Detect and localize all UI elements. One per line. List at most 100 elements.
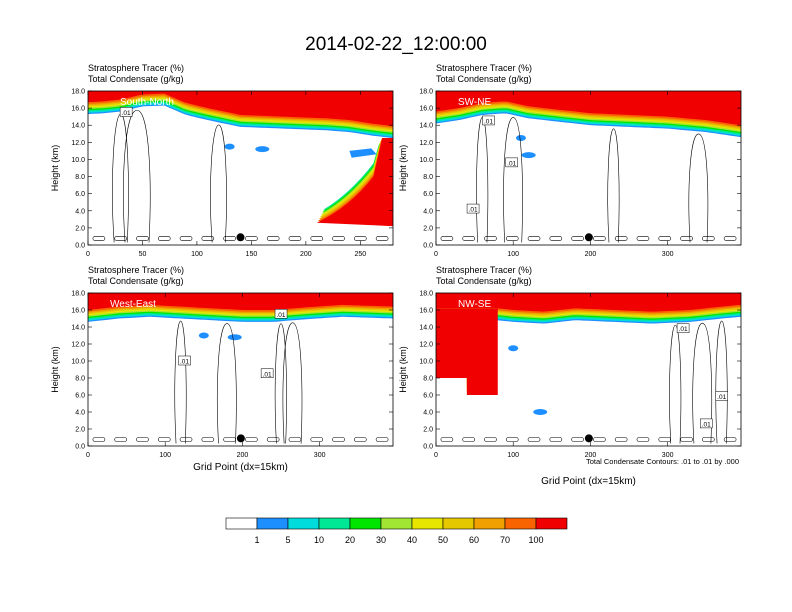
- low-cloud-contour: [288, 437, 302, 442]
- contour-label-text: .01: [702, 421, 711, 428]
- x-tick-label: 100: [191, 251, 203, 258]
- panel-header-line2: Total Condensate (g/kg): [436, 276, 532, 286]
- contour-label-text: .01: [122, 110, 131, 117]
- low-cloud-contour: [245, 437, 258, 442]
- tracer-field: .01 .01 .01: [88, 293, 393, 446]
- low-cloud-contour: [157, 236, 171, 241]
- contour-footnote: Total Condensate Contours: .01 to .01 by…: [586, 457, 739, 466]
- y-tick-label: 12.0: [419, 342, 433, 349]
- low-cloud-contour: [136, 236, 149, 241]
- contour-label: .01: [274, 309, 288, 319]
- low-cloud-contour: [723, 437, 737, 442]
- low-cloud-contour: [332, 437, 345, 442]
- contour-label-text: .01: [507, 160, 516, 167]
- plot-frame: [87, 90, 394, 246]
- contour-label: .01: [178, 355, 191, 366]
- colorbar-tick-label: 60: [469, 535, 479, 545]
- tracer-patch: [255, 146, 270, 153]
- low-cloud-contour: [375, 437, 389, 442]
- contour-label-text: .01: [717, 394, 726, 401]
- colorbar: 1 5 10 20 30 40 50 60 70 100: [225, 517, 568, 545]
- low-cloud-contour: [505, 236, 519, 241]
- colorbar-swatch: [349, 517, 382, 530]
- low-cloud-contour: [571, 437, 584, 442]
- contour-label-text: .01: [263, 371, 272, 378]
- location-marker: [236, 233, 245, 242]
- tracer-patch: [521, 152, 536, 159]
- x-tick-label: 200: [237, 452, 249, 459]
- panel-4: Stratosphere Tracer (%)Total Condensate …: [398, 265, 742, 487]
- low-cloud-contour: [549, 437, 563, 442]
- low-cloud-contour: [593, 236, 606, 241]
- colorbar-tick-label: 20: [345, 535, 355, 545]
- plot-frame: [435, 292, 742, 447]
- x-tick-label: 300: [314, 452, 326, 459]
- low-cloud-contour: [658, 437, 672, 442]
- colorbar-swatch: [535, 517, 568, 530]
- location-marker: [584, 434, 593, 443]
- low-cloud-contour: [636, 437, 650, 442]
- low-cloud-contour: [92, 236, 106, 241]
- low-cloud-contour: [310, 437, 324, 442]
- y-tick-label: 14.0: [419, 325, 433, 332]
- low-cloud-contour: [223, 236, 236, 241]
- colorbar-swatch: [504, 517, 537, 530]
- condensate-contours: [440, 320, 737, 444]
- panel-label: South-North: [120, 97, 174, 108]
- y-tick-label: 8.0: [423, 174, 433, 181]
- x-tick-label: 300: [662, 452, 674, 459]
- low-cloud-contour: [702, 236, 715, 241]
- plot-frame: [435, 90, 742, 246]
- tracer-field: .01 .01 .01: [436, 91, 741, 245]
- low-cloud-contour: [527, 437, 541, 442]
- contour-label: .01: [505, 157, 518, 167]
- y-tick-label: 10.0: [71, 157, 85, 164]
- y-tick-label: 4.0: [75, 208, 85, 215]
- low-cloud-contour: [201, 236, 215, 241]
- low-cloud-contour: [571, 236, 584, 241]
- y-tick-label: 14.0: [71, 325, 85, 332]
- plot-frame: [87, 292, 394, 447]
- colorbar-tick-label: 30: [376, 535, 386, 545]
- y-tick-label: 8.0: [423, 376, 433, 383]
- condensate-contours: [440, 117, 737, 243]
- y-tick-label: 14.0: [71, 123, 85, 130]
- low-cloud-contour: [462, 437, 475, 442]
- panel-header-line1: Stratosphere Tracer (%): [436, 63, 532, 73]
- x-tick-label: 0: [86, 251, 90, 258]
- panel-header-line2: Total Condensate (g/kg): [88, 276, 184, 286]
- y-tick-label: 6.0: [423, 393, 433, 400]
- low-cloud-contour: [462, 236, 475, 241]
- x-tick-label: 100: [507, 452, 519, 459]
- location-marker: [584, 233, 593, 242]
- colorbar-swatch: [256, 517, 289, 530]
- y-axis-label: Height (km): [398, 145, 408, 192]
- contour-label-text: .01: [484, 118, 493, 125]
- panel-label: NW-SE: [458, 299, 491, 310]
- y-tick-label: 4.0: [423, 410, 433, 417]
- colorbar-tick-label: 50: [438, 535, 448, 545]
- low-cloud-contour: [549, 236, 563, 241]
- tracer-patch: [227, 334, 242, 341]
- tracer-patch: [533, 409, 548, 415]
- tracer-patch: [224, 143, 235, 150]
- panel-3: Stratosphere Tracer (%)Total Condensate …: [50, 265, 394, 473]
- colorbar-tick-label: 100: [528, 535, 543, 545]
- contour-label: .01: [715, 391, 728, 401]
- intrusion-band-10: [316, 138, 393, 227]
- y-tick-label: 6.0: [423, 191, 433, 198]
- low-cloud-contour: [375, 236, 389, 241]
- y-tick-label: 2.0: [423, 427, 433, 434]
- panel-label: SW-NE: [458, 97, 491, 108]
- y-tick-label: 18.0: [419, 291, 433, 298]
- low-cloud-contour: [658, 236, 672, 241]
- x-tick-label: 50: [139, 251, 147, 258]
- y-tick-label: 2.0: [75, 225, 85, 232]
- tracer-patch: [508, 345, 519, 352]
- low-cloud-contour: [505, 437, 519, 442]
- panel-header-line1: Stratosphere Tracer (%): [88, 265, 184, 275]
- low-cloud-contour: [440, 437, 454, 442]
- x-tick-label: 200: [585, 251, 597, 258]
- tracer-band-10: [436, 293, 741, 312]
- y-tick-label: 4.0: [423, 208, 433, 215]
